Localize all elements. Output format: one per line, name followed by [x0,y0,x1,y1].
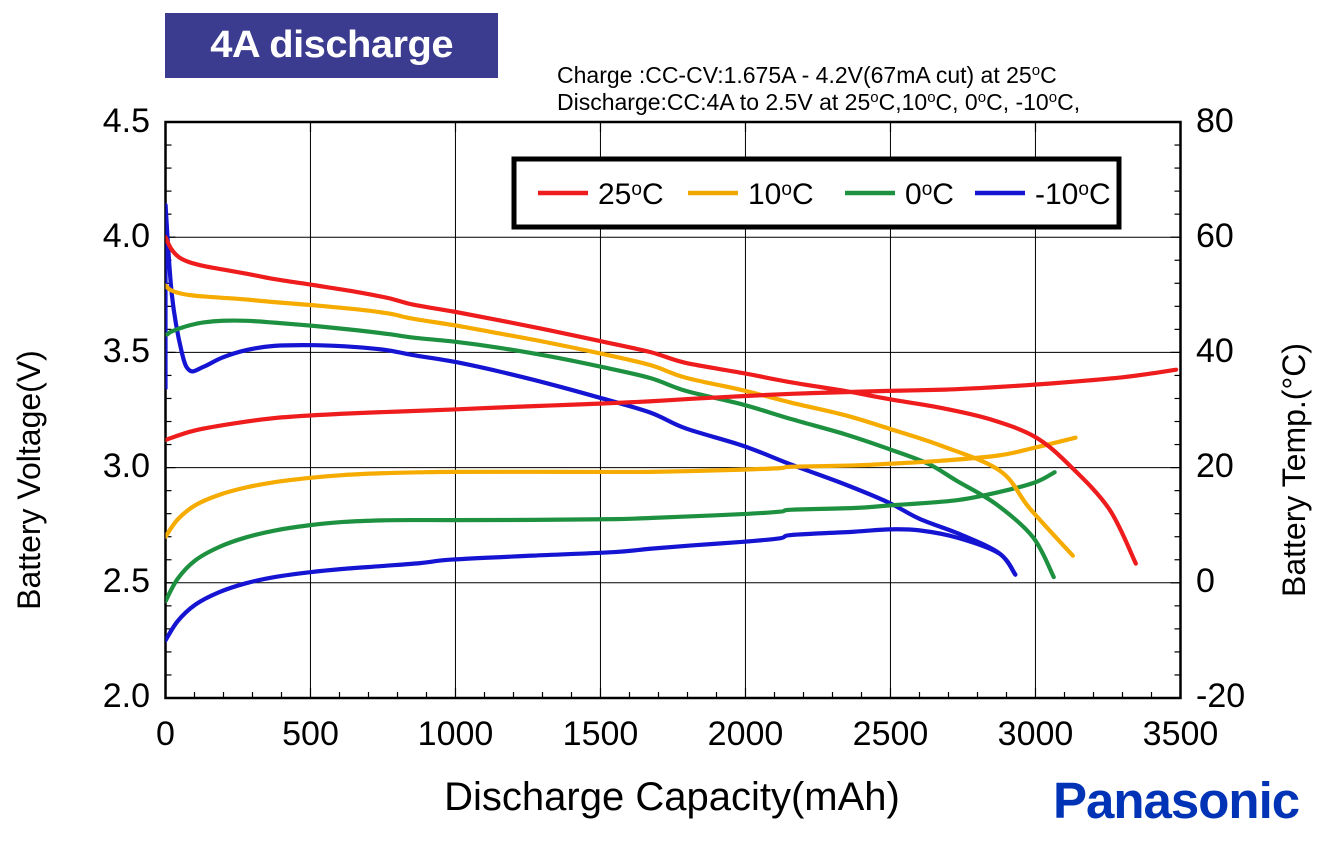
svg-text:25oC: 25oC [598,178,664,211]
svg-text:Discharge Capacity(mAh): Discharge Capacity(mAh) [444,775,900,819]
svg-text:40: 40 [1196,332,1234,370]
svg-text:60: 60 [1196,217,1234,255]
svg-text:2.5: 2.5 [103,562,150,600]
svg-text:2500: 2500 [853,715,929,753]
svg-text:-10oC: -10oC [1035,178,1111,211]
svg-text:Discharge:CC:4A to 2.5V at 25o: Discharge:CC:4A to 2.5V at 25oC,10oC, 0o… [557,89,1080,115]
svg-text:Charge :CC-CV:1.675A - 4.2V(67: Charge :CC-CV:1.675A - 4.2V(67mA cut) at… [557,62,1057,88]
svg-text:Battery Temp.(°C): Battery Temp.(°C) [1276,343,1312,597]
svg-text:2000: 2000 [708,715,784,753]
svg-text:2.0: 2.0 [103,677,150,715]
svg-text:4.0: 4.0 [103,217,150,255]
svg-text:3000: 3000 [998,715,1074,753]
svg-text:Battery Voltage(V): Battery Voltage(V) [11,350,47,610]
svg-text:1000: 1000 [418,715,494,753]
svg-text:3.0: 3.0 [103,447,150,485]
svg-text:3.5: 3.5 [103,332,150,370]
svg-text:4.5: 4.5 [103,102,150,140]
svg-text:-20: -20 [1196,677,1245,715]
svg-text:1500: 1500 [563,715,639,753]
svg-text:10oC: 10oC [748,178,814,211]
svg-text:Panasonic: Panasonic [1053,772,1299,829]
svg-text:500: 500 [282,715,339,753]
svg-text:80: 80 [1196,102,1234,140]
svg-text:0: 0 [1196,562,1215,600]
svg-text:3500: 3500 [1143,715,1219,753]
svg-text:20: 20 [1196,447,1234,485]
svg-text:0: 0 [156,715,175,753]
